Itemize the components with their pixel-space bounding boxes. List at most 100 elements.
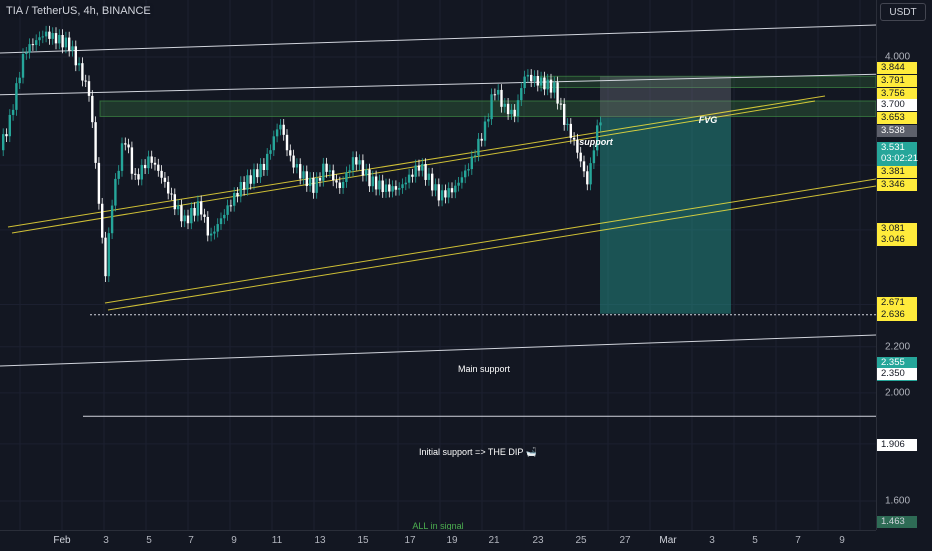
candle-down: [31, 44, 35, 46]
price-tick-label: 2.200: [885, 341, 911, 353]
candle-down: [97, 162, 101, 204]
main-support-line: [0, 334, 876, 367]
candle-down: [193, 207, 196, 216]
candle-up: [216, 224, 219, 232]
candle-down: [5, 134, 8, 137]
candle-up: [460, 177, 464, 183]
price-tick-label: 4.000: [885, 51, 911, 63]
symbol-quote: TetherUS: [31, 5, 78, 17]
candle-up: [384, 184, 388, 193]
candle-up: [434, 184, 437, 191]
candle-down: [124, 143, 127, 145]
interval-label: 4h: [83, 5, 96, 17]
price-label-value: 3.844: [881, 62, 905, 73]
candle-up: [275, 129, 279, 137]
time-tick-label: 3: [709, 535, 715, 546]
candle-up: [58, 34, 61, 44]
candle-up: [421, 163, 424, 171]
candle-up: [252, 169, 256, 184]
candle-up: [596, 125, 599, 151]
candle-up: [2, 134, 5, 151]
price-label-value: 3.756: [881, 88, 905, 99]
candle-up: [315, 178, 318, 193]
chart-area[interactable]: TIA / TetherUS, 4h, BINANCE FVG support …: [0, 0, 876, 530]
candle-down: [143, 164, 147, 169]
candle-up: [77, 63, 81, 66]
candle-up: [120, 143, 124, 171]
candle-up: [503, 103, 506, 107]
candle-up: [497, 89, 500, 95]
time-tick-label: 13: [314, 535, 326, 546]
candle-up: [490, 94, 493, 120]
candle-up: [407, 174, 411, 183]
price-label: 3.531 03:02:21: [877, 142, 918, 166]
candle-up: [246, 175, 249, 190]
candle-up: [546, 79, 549, 90]
price-label-value: 2.636: [881, 309, 905, 320]
candle-up: [348, 170, 351, 173]
price-label: 3.346: [877, 179, 917, 191]
candle-up: [35, 40, 38, 46]
candle-down: [163, 177, 167, 182]
time-tick-label: 7: [188, 535, 194, 546]
candle-down: [137, 174, 140, 180]
symbol-title: TIA / TetherUS, 4h, BINANCE: [6, 5, 151, 17]
candle-up: [11, 109, 15, 115]
price-label: 1.463: [877, 516, 917, 528]
target-zone: [600, 117, 731, 314]
candle-down: [361, 160, 365, 176]
candle-down: [61, 34, 64, 48]
candle-down: [91, 95, 94, 123]
time-tick-label: 11: [271, 535, 283, 546]
candle-down: [153, 162, 157, 165]
price-label: 3.046: [877, 234, 917, 246]
candle-down: [170, 193, 173, 195]
candle-down: [543, 77, 546, 90]
price-label-value: 1.463: [881, 516, 905, 527]
candle-up: [295, 164, 299, 168]
candle-up: [599, 122, 602, 126]
channel-lower-line-a: [104, 178, 876, 304]
candle-up: [44, 31, 48, 37]
candle-up: [345, 172, 348, 182]
price-label-value: 3.791: [881, 75, 905, 86]
candle-up: [38, 37, 41, 41]
price-label: 2.350: [877, 368, 917, 380]
price-tick-label: 2.000: [885, 387, 911, 399]
candle-down: [394, 186, 398, 190]
price-label-value: 3.538: [881, 125, 905, 136]
price-chart[interactable]: [0, 0, 876, 530]
candle-up: [467, 169, 470, 171]
candle-up: [279, 124, 282, 130]
candle-down: [256, 169, 259, 178]
candle-down: [180, 205, 183, 222]
candle-up: [25, 52, 28, 55]
candle-up: [71, 46, 74, 51]
candle-up: [553, 82, 556, 93]
candle-up: [447, 188, 450, 198]
candle-up: [464, 170, 467, 178]
all-in-signal-label: ALL in signal: [412, 521, 464, 530]
candle-up: [477, 138, 480, 156]
candle-up: [589, 163, 592, 185]
price-tick-label: 1.600: [885, 495, 911, 507]
candle-down: [101, 203, 104, 238]
candle-up: [117, 170, 120, 179]
time-tick-label: 15: [357, 535, 369, 546]
candle-down: [236, 192, 239, 197]
candle-up: [391, 186, 394, 192]
time-axis[interactable]: Feb 3 5 7 9 11 13 15 17 19 21 23 25 27 Mar 3 5 7 9: [0, 530, 876, 551]
candle-down: [299, 164, 302, 179]
candle-down: [556, 82, 559, 104]
candle-up: [15, 83, 18, 110]
candle-down: [513, 109, 516, 117]
candle-down: [186, 215, 190, 224]
time-tick-label: 9: [231, 535, 237, 546]
currency-button[interactable]: USDT: [880, 3, 926, 21]
price-label: 3.381: [877, 166, 917, 178]
candle-up: [176, 205, 180, 210]
time-tick-label: 5: [752, 535, 758, 546]
candle-up: [233, 192, 236, 206]
candle-down: [68, 37, 71, 51]
candle-up: [18, 77, 21, 84]
